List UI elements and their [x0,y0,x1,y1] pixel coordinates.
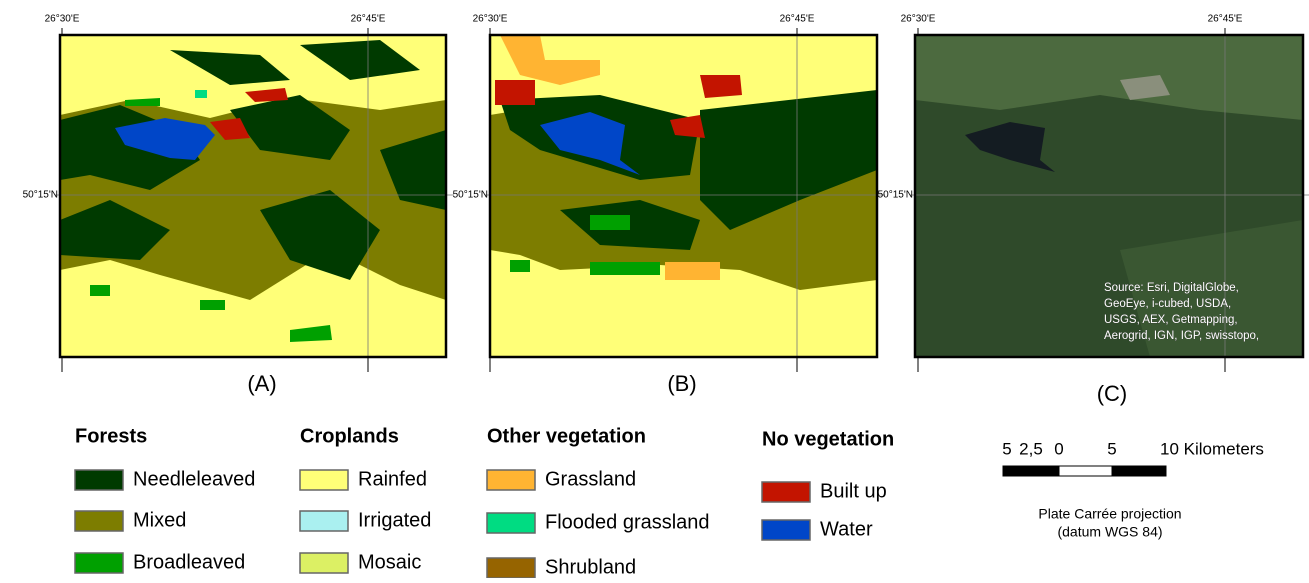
projection-text: (datum WGS 84) [1057,524,1162,540]
map-a [60,35,446,357]
legend-label: Rainfed [358,468,427,490]
map-area [195,90,207,98]
legend-group-title: Croplands [300,425,399,447]
legend-label: Mixed [133,509,186,531]
figure: 26°30'E26°45'E50°15'N(A)26°30'E26°45'E50… [0,0,1309,578]
projection-text: Plate Carrée projection [1038,506,1181,522]
legend-swatch [762,520,810,540]
scale-bar: 5 2,5 0 5 10 Kilometers Plate Carrée projecti… [1002,439,1264,539]
legend-swatch [300,470,348,490]
source-text: GeoEye, i-cubed, USDA, [1104,298,1231,310]
lon-label: 26°30'E [901,14,936,25]
legend-label: Broadleaved [133,551,245,573]
legend: Forests Needleleaved Mixed Broadleaved Cropl… [75,425,894,578]
legend-swatch [300,511,348,531]
source-text: Aerogrid, IGN, IGP, swisstopo, [1104,330,1259,342]
map-area [1059,466,1112,476]
legend-label: Needleleaved [133,468,255,490]
legend-group-title: Other vegetation [487,425,646,447]
legend-label: Built up [820,480,887,502]
legend-group-title: No vegetation [762,428,894,450]
map-area [1031,466,1059,476]
lon-label: 26°45'E [351,14,386,25]
legend-group-title: Forests [75,425,147,447]
legend-label: Mosaic [358,551,421,573]
legend-label: Shrubland [545,556,636,578]
legend-swatch [300,553,348,573]
scale-label: 2,5 [1019,439,1043,458]
lon-label: 26°45'E [780,14,815,25]
lat-label: 50°15'N [453,190,488,201]
panel-label: (B) [667,371,696,396]
scale-label: 10 Kilometers [1160,439,1264,458]
panel-label: (C) [1097,381,1128,406]
legend-swatch [487,558,535,578]
map-area [1112,466,1166,476]
scale-label: 5 [1107,439,1116,458]
map-area [1003,466,1031,476]
map-b [490,35,877,357]
lat-label: 50°15'N [878,190,913,201]
lon-label: 26°30'E [473,14,508,25]
legend-swatch [75,470,123,490]
legend-swatch [75,553,123,573]
legend-swatch [487,513,535,533]
lon-label: 26°30'E [45,14,80,25]
panel-label: (A) [247,371,276,396]
lat-label: 50°15'N [23,190,58,201]
scale-label: 0 [1054,439,1063,458]
page: { "panels": [ {"label": "(A)", "lon_labe… [0,0,1309,583]
legend-label: Grassland [545,468,636,490]
legend-swatch [762,482,810,502]
source-text: Source: Esri, DigitalGlobe, [1104,282,1239,294]
legend-swatch [487,470,535,490]
lon-label: 26°45'E [1208,14,1243,25]
scale-label: 5 [1002,439,1011,458]
map-feature [665,262,720,280]
legend-label: Flooded grassland [545,511,710,533]
legend-label: Water [820,518,873,540]
legend-swatch [75,511,123,531]
source-text: USGS, AEX, Getmapping, [1104,314,1238,326]
legend-label: Irrigated [358,509,431,531]
